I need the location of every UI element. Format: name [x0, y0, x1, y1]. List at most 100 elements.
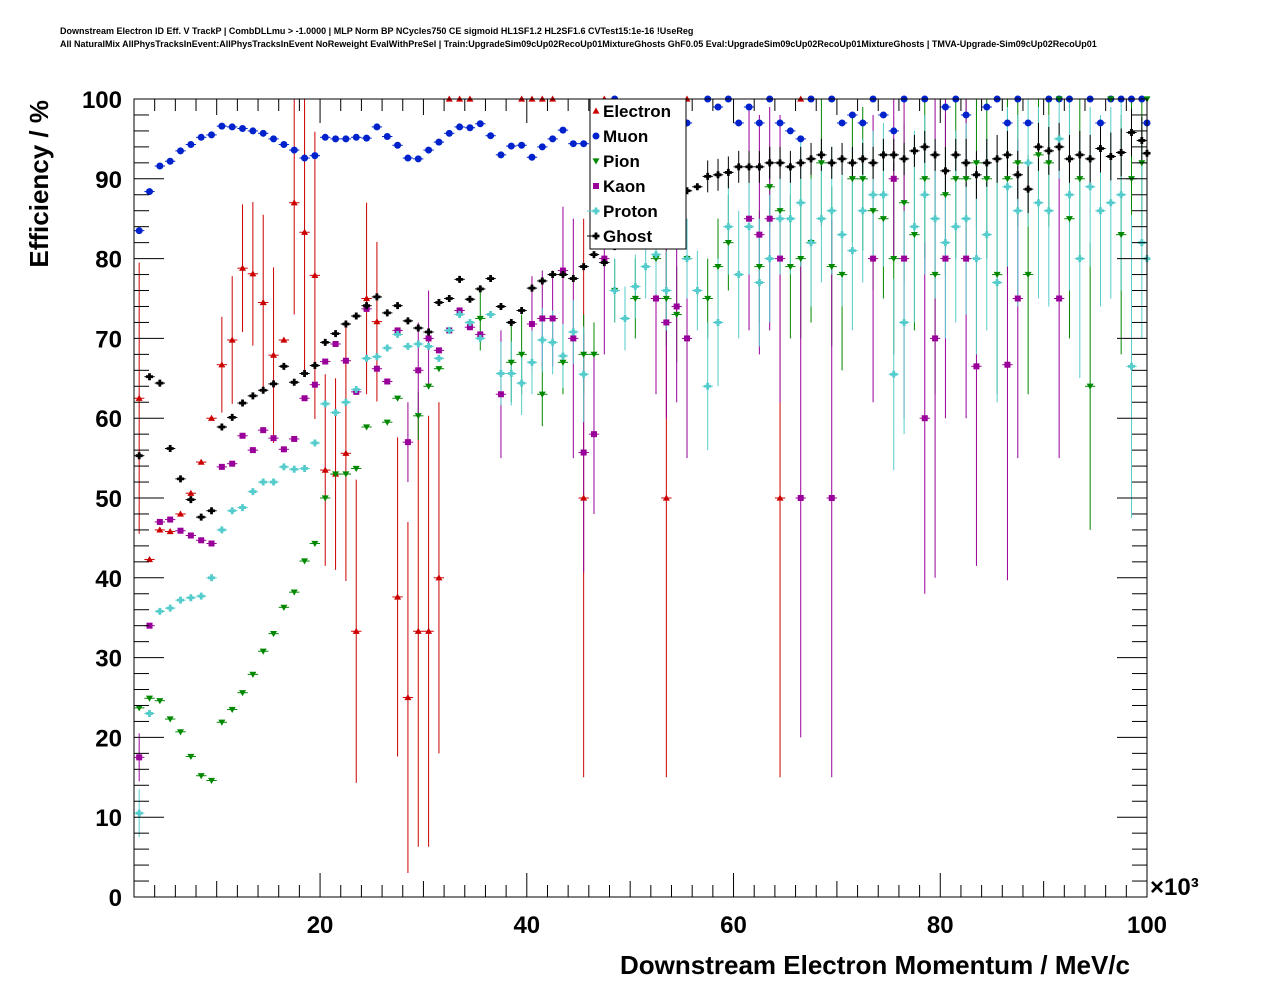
kaon-point	[570, 335, 577, 342]
ghost-point	[311, 362, 319, 370]
pion-point	[301, 558, 309, 565]
y-axis-title: Efficiency / %	[24, 100, 54, 268]
kaon-point	[311, 381, 318, 388]
proton-point	[373, 353, 381, 361]
x-tick-label: 60	[720, 912, 747, 939]
ghost-point	[848, 159, 856, 167]
pion-point	[197, 773, 205, 780]
pion-point	[1086, 383, 1094, 390]
proton-point	[745, 223, 753, 231]
pion-point	[228, 706, 236, 713]
ghost-point	[352, 312, 360, 320]
electron-point	[425, 627, 433, 634]
muon-point	[755, 119, 763, 127]
kaon-point	[229, 460, 236, 467]
electron-point	[404, 694, 412, 701]
ghost-point	[456, 275, 464, 283]
ghost-point	[166, 445, 174, 453]
proton-point	[1055, 135, 1063, 143]
ghost-point	[1076, 151, 1084, 159]
kaon-point	[870, 255, 877, 262]
muon-point	[776, 119, 784, 127]
muon-point	[146, 188, 154, 196]
proton-point	[1117, 191, 1125, 199]
ghost-point	[383, 309, 391, 317]
pion-point	[239, 690, 247, 697]
kaon-point	[394, 327, 401, 334]
proton-point	[435, 354, 443, 362]
electron-point	[301, 228, 309, 235]
muon-point	[301, 154, 309, 162]
proton-point	[735, 271, 743, 279]
pion-point	[921, 176, 929, 183]
ghost-point	[1065, 155, 1073, 163]
muon-point	[518, 141, 526, 149]
x-tick-label: 20	[307, 912, 334, 939]
electron-point	[187, 489, 195, 496]
pion-point	[848, 176, 856, 183]
ghost-point	[404, 317, 412, 325]
proton-point	[797, 199, 805, 207]
kaon-point	[1056, 295, 1063, 302]
proton-point	[776, 215, 784, 223]
muon-point	[218, 122, 226, 130]
ghost-point	[559, 271, 567, 279]
muon-point	[208, 131, 216, 139]
ghost-point	[146, 373, 154, 381]
muon-point	[280, 140, 288, 148]
electron-point	[776, 494, 784, 501]
ghost-point	[735, 163, 743, 171]
kaon-point	[901, 255, 908, 262]
ghost-point	[414, 324, 422, 332]
muon-point	[735, 119, 743, 127]
ghost-point	[342, 320, 350, 328]
ghost-point	[745, 163, 753, 171]
y-tick-label: 50	[95, 486, 122, 513]
proton-point	[394, 330, 402, 338]
muon-point	[569, 140, 577, 148]
muon-point	[487, 132, 495, 140]
kaon-point	[136, 754, 143, 761]
pion-point	[394, 395, 402, 402]
kaon-point	[684, 335, 691, 342]
pion-point	[962, 176, 970, 183]
kaon-point	[528, 321, 535, 328]
ghost-point	[466, 295, 474, 303]
electron-point	[218, 361, 226, 368]
kaon-point	[466, 324, 473, 331]
ghost-point	[569, 275, 577, 283]
kaon-point	[1014, 295, 1021, 302]
pion-point	[590, 351, 598, 358]
ghost-point	[280, 362, 288, 370]
kaon-point	[777, 255, 784, 262]
proton-point	[218, 526, 226, 534]
pion-point	[580, 351, 588, 358]
muon-point	[786, 127, 794, 135]
legend-muon-marker	[592, 132, 600, 140]
ghost-point	[445, 295, 453, 302]
proton-point	[1065, 191, 1073, 199]
kaon-point	[260, 427, 267, 434]
electron-point	[363, 295, 371, 302]
proton-point	[714, 318, 722, 326]
electron-point	[135, 394, 143, 401]
y-tick-label: 100	[82, 87, 122, 114]
proton-point	[569, 328, 577, 336]
proton-point	[321, 400, 329, 408]
pion-point	[559, 359, 567, 366]
pion-point	[797, 255, 805, 263]
ghost-point	[683, 187, 691, 195]
muon-point	[879, 111, 887, 119]
proton-point	[683, 255, 691, 263]
proton-point	[342, 398, 350, 406]
muon-point	[890, 127, 898, 135]
kaon-point	[1004, 361, 1011, 368]
pion-point	[425, 383, 433, 390]
electron-point	[197, 458, 205, 465]
proton-point	[755, 279, 763, 287]
proton-point	[197, 592, 205, 600]
ghost-point	[921, 143, 929, 151]
pion-point	[941, 192, 949, 199]
muon-point	[528, 153, 536, 161]
proton-point	[693, 287, 701, 295]
